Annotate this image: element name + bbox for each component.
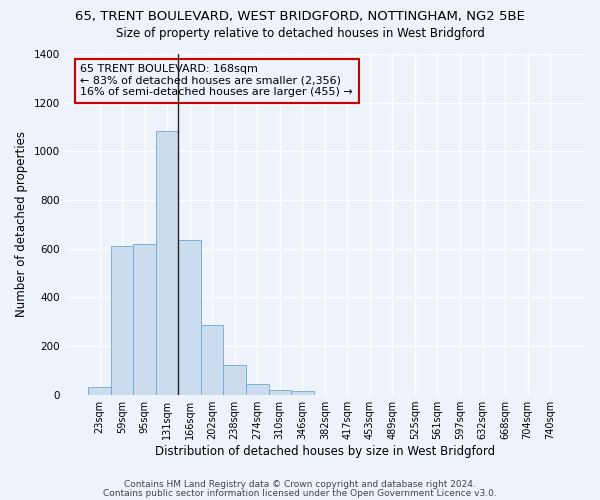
Text: 65 TRENT BOULEVARD: 168sqm
← 83% of detached houses are smaller (2,356)
16% of s: 65 TRENT BOULEVARD: 168sqm ← 83% of deta…	[80, 64, 353, 98]
Y-axis label: Number of detached properties: Number of detached properties	[15, 132, 28, 318]
Bar	[246, 384, 269, 394]
Bar	[201, 326, 223, 394]
Text: Contains public sector information licensed under the Open Government Licence v3: Contains public sector information licen…	[103, 488, 497, 498]
X-axis label: Distribution of detached houses by size in West Bridgford: Distribution of detached houses by size …	[155, 444, 495, 458]
Bar	[291, 391, 314, 394]
Text: Size of property relative to detached houses in West Bridgford: Size of property relative to detached ho…	[116, 28, 484, 40]
Bar	[88, 388, 111, 394]
Text: 65, TRENT BOULEVARD, WEST BRIDGFORD, NOTTINGHAM, NG2 5BE: 65, TRENT BOULEVARD, WEST BRIDGFORD, NOT…	[75, 10, 525, 23]
Text: Contains HM Land Registry data © Crown copyright and database right 2024.: Contains HM Land Registry data © Crown c…	[124, 480, 476, 489]
Bar	[133, 244, 156, 394]
Bar	[223, 366, 246, 394]
Bar	[178, 240, 201, 394]
Bar	[156, 130, 178, 394]
Bar	[269, 390, 291, 394]
Bar	[111, 246, 133, 394]
